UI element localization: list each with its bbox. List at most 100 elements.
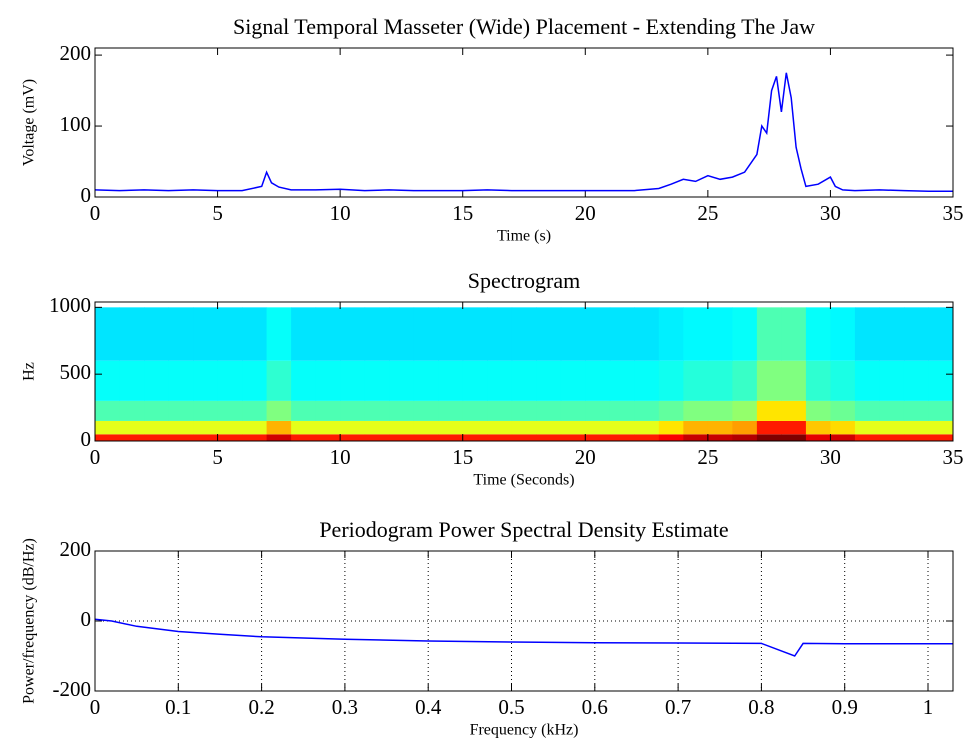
heat-cell (830, 434, 856, 441)
heat-cell (340, 400, 366, 421)
x-tick-label: 5 (212, 445, 223, 469)
heat-cell (903, 434, 929, 441)
y-axis-label: Hz (21, 362, 38, 381)
heat-cell (364, 360, 390, 401)
heat-cell (413, 400, 439, 421)
heat-cell (364, 400, 390, 421)
chart-title: Periodogram Power Spectral Density Estim… (319, 517, 728, 542)
heat-cell (560, 360, 586, 401)
series-line (94, 72, 953, 193)
heat-cell (95, 420, 121, 435)
x-tick-label: 20 (575, 445, 596, 469)
heat-cell (634, 420, 660, 435)
heat-cell (707, 360, 733, 401)
x-axis-label: Time (Seconds) (473, 472, 574, 489)
heat-cell (683, 360, 709, 401)
heat-cell (585, 360, 611, 401)
x-tick-label: 0.2 (248, 695, 274, 719)
heat-cell (266, 360, 292, 401)
heat-cell (683, 434, 709, 441)
heat-cell (854, 434, 880, 441)
heat-cell (266, 434, 292, 441)
heat-cell (340, 434, 366, 441)
heat-cell (781, 420, 807, 435)
heat-cell (560, 307, 586, 361)
heat-cell (854, 360, 880, 401)
x-tick-label: 25 (697, 445, 718, 469)
heat-cell (291, 434, 317, 441)
heat-cell (511, 434, 537, 441)
heat-cell (732, 307, 758, 361)
x-tick-label: 0.9 (832, 695, 858, 719)
heat-cell (291, 307, 317, 361)
heat-cell (732, 360, 758, 401)
heat-cell (732, 400, 758, 421)
heat-cell (95, 400, 121, 421)
heat-cell (511, 400, 537, 421)
heat-cell (830, 360, 856, 401)
heat-cell (462, 420, 488, 435)
heat-cell (683, 307, 709, 361)
heat-cell (585, 400, 611, 421)
heat-cell (805, 420, 831, 435)
heat-cell (389, 420, 415, 435)
heat-cell (95, 434, 121, 441)
heat-cell (168, 360, 194, 401)
heat-cell (805, 400, 831, 421)
heat-cell (903, 420, 929, 435)
x-tick-label: 0.7 (665, 695, 691, 719)
heat-cell (928, 360, 954, 401)
x-axis-label: Time (s) (497, 228, 551, 245)
heat-cell (413, 434, 439, 441)
heat-cell (119, 307, 145, 361)
heat-cell (830, 420, 856, 435)
x-tick-label: 30 (820, 201, 841, 225)
heat-cell (609, 360, 635, 401)
heat-cell (609, 307, 635, 361)
heat-cell (560, 434, 586, 441)
x-tick-label: 25 (697, 201, 718, 225)
heat-cell (315, 400, 341, 421)
heat-cell (536, 360, 562, 401)
heat-cell (658, 307, 684, 361)
heat-cell (928, 420, 954, 435)
heat-cell (389, 360, 415, 401)
heat-cell (242, 400, 268, 421)
heat-cell (389, 434, 415, 441)
x-tick-label: 0 (90, 445, 101, 469)
heat-cell (732, 420, 758, 435)
heat-cell (879, 420, 905, 435)
heat-cell (168, 420, 194, 435)
x-tick-label: 20 (575, 201, 596, 225)
heat-cell (462, 434, 488, 441)
heat-cell (781, 360, 807, 401)
heat-cell (266, 400, 292, 421)
y-tick-label: 0 (81, 427, 92, 451)
axes-frame (94, 550, 954, 692)
heat-cell (242, 360, 268, 401)
x-tick-label: 0.4 (415, 695, 442, 719)
x-tick-label: 0.3 (332, 695, 358, 719)
heat-cell (928, 307, 954, 361)
heat-cell (634, 434, 660, 441)
heat-cell (413, 307, 439, 361)
heat-cell (217, 420, 243, 435)
heat-cell (242, 434, 268, 441)
heat-cell (658, 360, 684, 401)
heat-cell (781, 434, 807, 441)
heat-cell (487, 434, 513, 441)
heat-cell (95, 307, 121, 361)
x-tick-label: 0 (90, 201, 101, 225)
heat-cell (315, 420, 341, 435)
heat-cell (413, 360, 439, 401)
heat-cell (438, 360, 464, 401)
x-tick-label: 15 (452, 201, 473, 225)
heat-cell (756, 360, 782, 401)
y-tick-label: 200 (60, 41, 92, 65)
heat-cell (756, 434, 782, 441)
heat-cell (217, 307, 243, 361)
axes-frame (94, 47, 954, 198)
heat-cell (658, 420, 684, 435)
heat-cell (854, 400, 880, 421)
heat-cell (193, 307, 219, 361)
